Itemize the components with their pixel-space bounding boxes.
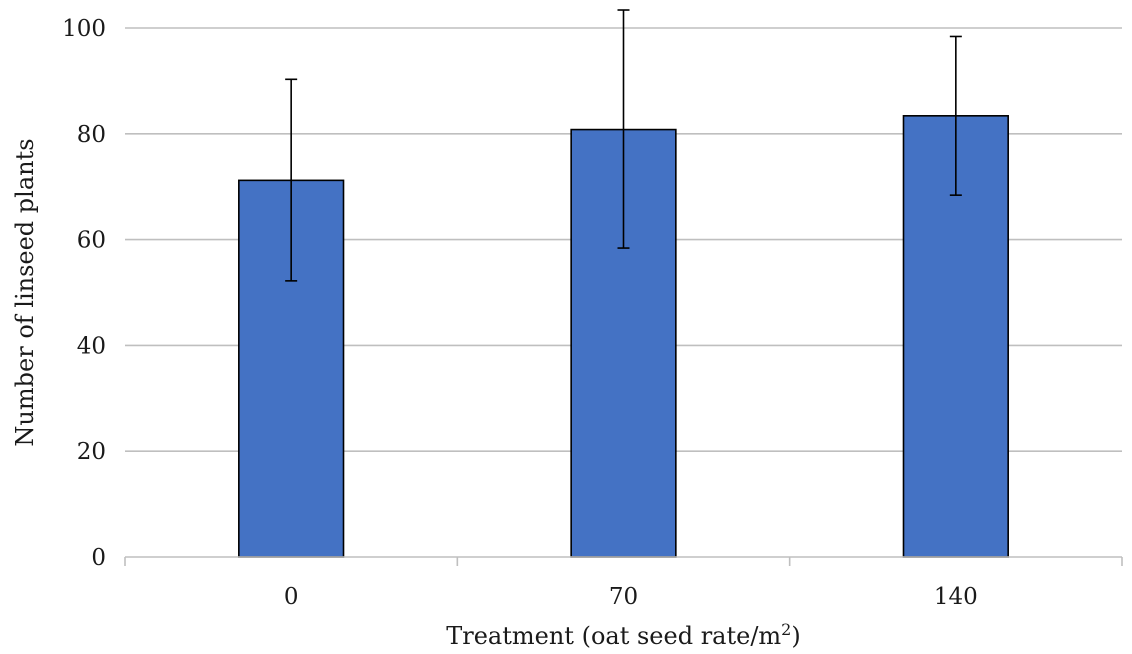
error-bar	[285, 78, 298, 282]
y-tick-label: 100	[62, 16, 106, 42]
y-tick-label: 20	[77, 439, 106, 465]
y-tick-label: 40	[77, 333, 106, 359]
error-bars	[285, 9, 962, 282]
error-bar	[949, 35, 962, 196]
x-axis-title: Treatment (oat seed rate/m2)	[446, 620, 800, 650]
x-tick-label: 70	[609, 584, 638, 610]
y-tick-labels: 0 20 40 60 80 100	[62, 16, 106, 571]
error-bar	[617, 9, 630, 249]
y-tick-label: 80	[77, 122, 106, 148]
x-tick-labels: 0 70 140	[284, 584, 978, 610]
x-axis-title-suffix: )	[791, 622, 800, 650]
x-tick-label: 140	[934, 584, 978, 610]
y-axis-title: Number of linseed plants	[11, 138, 39, 446]
y-tick-label: 0	[91, 545, 106, 571]
x-axis-title-superscript: 2	[781, 620, 791, 639]
x-tick-label: 0	[284, 584, 299, 610]
y-tick-label: 60	[77, 228, 106, 254]
x-axis-title-main: Treatment (oat seed rate/m	[446, 622, 781, 650]
